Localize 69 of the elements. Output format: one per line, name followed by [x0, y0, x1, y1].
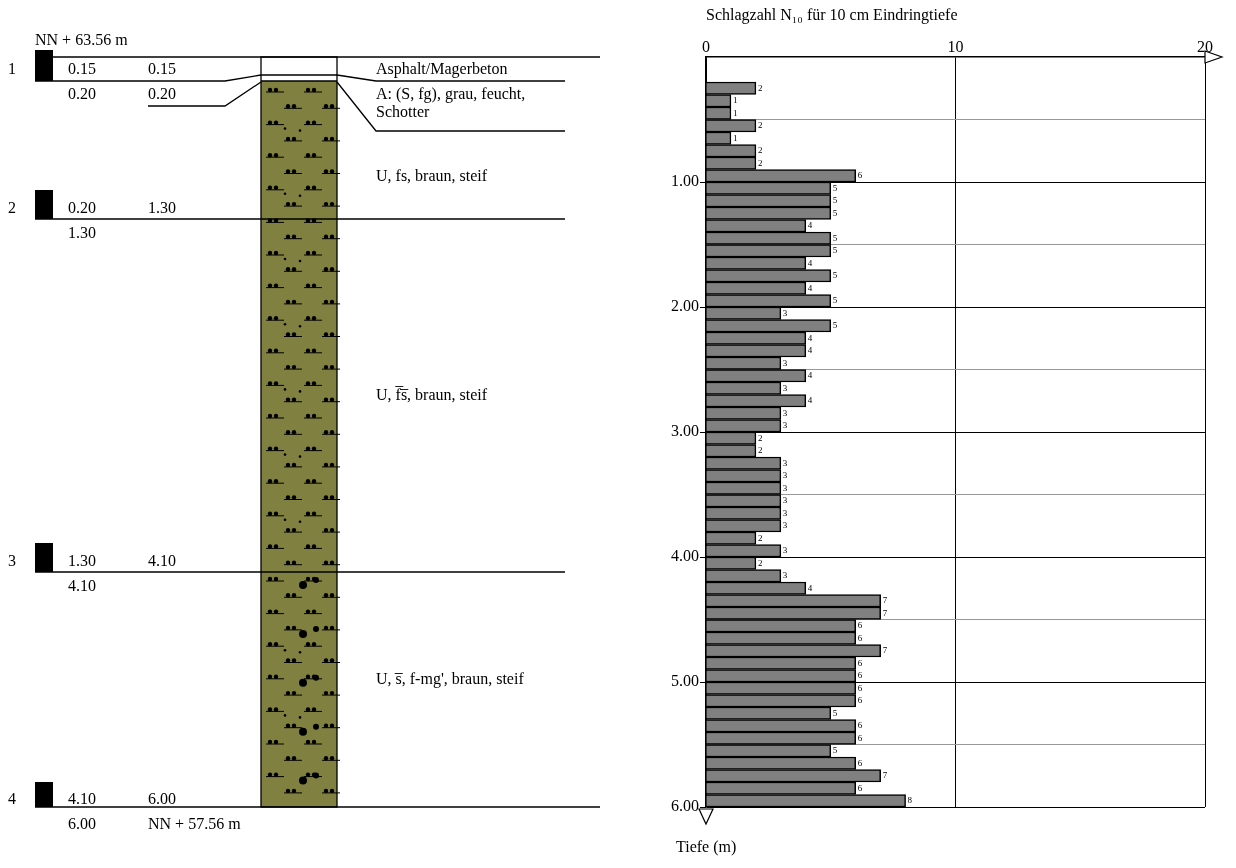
data-label: 5 — [832, 270, 838, 281]
data-label: 3 — [782, 407, 788, 418]
y-tick-label: 2.00 — [671, 297, 699, 315]
data-label: 2 — [757, 445, 763, 456]
data-label: 4 — [807, 345, 813, 356]
data-label: 5 — [832, 320, 838, 331]
data-label: 2 — [757, 82, 763, 93]
data-label: 7 — [882, 607, 888, 618]
data-label: 7 — [882, 595, 888, 606]
data-label: 2 — [757, 432, 763, 443]
data-label: 3 — [782, 482, 788, 493]
y-tick-label: 5.00 — [671, 672, 699, 690]
y-tick-label: 4.00 — [671, 547, 699, 565]
data-label: 5 — [832, 207, 838, 218]
data-label: 7 — [882, 770, 888, 781]
data-label: 3 — [782, 457, 788, 468]
data-label: 4 — [807, 582, 813, 593]
data-label: 6 — [857, 682, 863, 693]
data-label: 3 — [782, 307, 788, 318]
data-label: 6 — [857, 657, 863, 668]
data-label: 5 — [832, 295, 838, 306]
data-label: 3 — [782, 470, 788, 481]
data-label: 2 — [757, 557, 763, 568]
data-label: 1 — [732, 132, 738, 143]
data-label: 2 — [757, 120, 763, 131]
data-label: 4 — [807, 395, 813, 406]
data-label: 5 — [832, 245, 838, 256]
data-label: 6 — [857, 670, 863, 681]
data-label: 6 — [857, 732, 863, 743]
x-tick-label: 0 — [702, 37, 710, 55]
data-label: 3 — [782, 357, 788, 368]
data-label: 6 — [857, 632, 863, 643]
data-label: 5 — [832, 182, 838, 193]
data-label: 3 — [782, 420, 788, 431]
x-tick-label: 20 — [1197, 37, 1213, 55]
data-label: 3 — [782, 495, 788, 506]
data-label: 1 — [732, 107, 738, 118]
data-label: 5 — [832, 195, 838, 206]
data-label: 2 — [757, 532, 763, 543]
data-label: 6 — [857, 757, 863, 768]
y-tick-label: 3.00 — [671, 422, 699, 440]
data-label: 3 — [782, 507, 788, 518]
data-label: 4 — [807, 370, 813, 381]
data-label: 3 — [782, 570, 788, 581]
data-label: 3 — [782, 520, 788, 531]
data-label: 8 — [907, 795, 913, 806]
x-axis-title: Schlagzahl N₁₀ für 10 cm Eindringtiefe — [706, 6, 958, 24]
data-label: 7 — [882, 645, 888, 656]
y-axis-title: Tiefe (m) — [676, 838, 737, 856]
y-tick-label: 6.00 — [671, 797, 699, 815]
data-label: 3 — [782, 545, 788, 556]
data-label: 6 — [857, 720, 863, 731]
x-tick-label: 10 — [947, 37, 964, 55]
data-label: 4 — [807, 257, 813, 268]
data-label: 6 — [857, 170, 863, 181]
data-label: 4 — [807, 220, 813, 231]
data-label: 6 — [857, 782, 863, 793]
data-label: 2 — [757, 157, 763, 168]
data-label: 4 — [807, 332, 813, 343]
data-label: 1 — [732, 95, 738, 106]
data-label: 3 — [782, 382, 788, 393]
data-label: 6 — [857, 695, 863, 706]
data-label: 6 — [857, 620, 863, 631]
data-label: 5 — [832, 707, 838, 718]
data-label: 5 — [832, 745, 838, 756]
y-tick-label: 1.00 — [671, 172, 699, 190]
data-label: 5 — [832, 232, 838, 243]
data-label: 4 — [807, 282, 813, 293]
data-label: 2 — [757, 145, 763, 156]
